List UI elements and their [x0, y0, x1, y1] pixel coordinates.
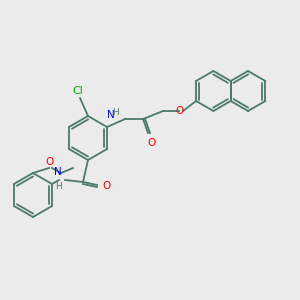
Text: N: N [54, 167, 62, 177]
Text: O: O [45, 157, 53, 167]
Text: H: H [55, 182, 62, 191]
Text: O: O [175, 106, 183, 116]
Text: O: O [147, 138, 155, 148]
Text: H: H [112, 108, 118, 117]
Text: N: N [107, 110, 115, 120]
Text: Cl: Cl [73, 86, 83, 96]
Text: O: O [102, 181, 110, 191]
